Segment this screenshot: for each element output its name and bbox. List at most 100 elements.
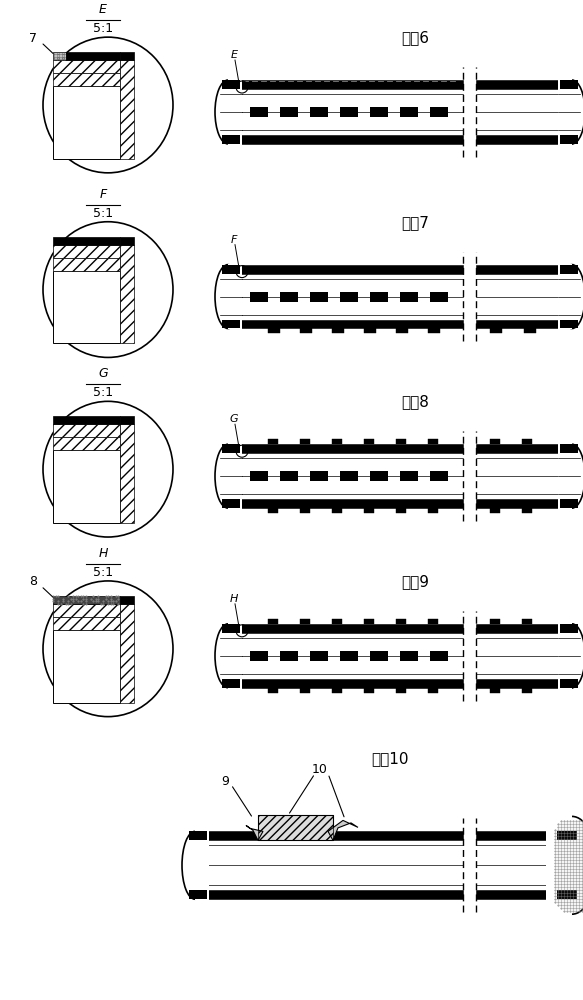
Bar: [430, 651, 448, 661]
Bar: [364, 688, 374, 693]
Bar: [228, 679, 463, 688]
Bar: [222, 679, 240, 688]
Bar: [53, 604, 120, 617]
Bar: [250, 107, 268, 117]
Bar: [476, 80, 572, 144]
Bar: [222, 444, 240, 453]
Ellipse shape: [215, 444, 241, 508]
Bar: [53, 258, 120, 271]
Bar: [53, 52, 66, 60]
Bar: [558, 443, 572, 509]
Bar: [364, 619, 374, 624]
Bar: [396, 508, 406, 513]
Bar: [522, 688, 532, 693]
Bar: [222, 265, 240, 274]
Bar: [557, 831, 577, 840]
Bar: [53, 73, 120, 86]
Bar: [189, 831, 207, 840]
Bar: [53, 86, 120, 159]
Text: 7: 7: [29, 32, 37, 45]
Bar: [490, 688, 500, 693]
Text: 5:1: 5:1: [93, 566, 113, 579]
Bar: [340, 292, 358, 302]
Ellipse shape: [43, 222, 173, 357]
Bar: [522, 439, 532, 444]
Bar: [228, 135, 463, 144]
Polygon shape: [328, 820, 358, 840]
Bar: [428, 439, 438, 444]
Bar: [250, 292, 268, 302]
Bar: [53, 60, 120, 73]
Ellipse shape: [559, 80, 583, 144]
Bar: [490, 328, 502, 333]
Bar: [53, 450, 120, 523]
Bar: [228, 264, 242, 329]
Bar: [396, 439, 406, 444]
Bar: [300, 328, 312, 333]
Bar: [195, 831, 463, 899]
Text: 步骤6: 步骤6: [401, 30, 429, 45]
Bar: [310, 107, 328, 117]
Text: 8: 8: [29, 575, 37, 588]
Bar: [476, 624, 572, 633]
Bar: [310, 651, 328, 661]
Bar: [222, 320, 240, 328]
Bar: [364, 439, 374, 444]
Ellipse shape: [182, 831, 208, 899]
Bar: [430, 107, 448, 117]
Bar: [228, 443, 242, 509]
Bar: [228, 444, 463, 508]
Bar: [332, 688, 342, 693]
Bar: [490, 508, 500, 513]
Bar: [310, 471, 328, 481]
Text: H: H: [230, 594, 238, 604]
Bar: [428, 508, 438, 513]
Bar: [228, 624, 463, 688]
Bar: [428, 619, 438, 624]
Ellipse shape: [215, 624, 241, 688]
Text: 步骤10: 步骤10: [371, 752, 409, 767]
Bar: [476, 265, 572, 274]
Bar: [332, 328, 344, 333]
Ellipse shape: [559, 624, 583, 688]
Bar: [222, 135, 240, 144]
Bar: [370, 471, 388, 481]
Bar: [400, 651, 418, 661]
Bar: [53, 630, 120, 703]
Bar: [560, 499, 578, 508]
Bar: [250, 471, 268, 481]
Text: 步骤9: 步骤9: [401, 574, 429, 589]
Bar: [228, 80, 463, 89]
Bar: [120, 604, 134, 703]
Bar: [268, 439, 278, 444]
Bar: [120, 52, 134, 60]
Bar: [546, 815, 572, 915]
Bar: [53, 424, 120, 437]
Bar: [53, 237, 120, 245]
Bar: [228, 265, 463, 328]
Text: 5:1: 5:1: [93, 22, 113, 35]
Text: G: G: [98, 367, 108, 380]
Bar: [258, 815, 333, 840]
Bar: [189, 890, 207, 899]
Text: F: F: [231, 235, 237, 245]
Text: H: H: [99, 547, 108, 560]
Bar: [280, 107, 298, 117]
Ellipse shape: [215, 80, 241, 144]
Bar: [476, 890, 572, 899]
Bar: [396, 619, 406, 624]
Ellipse shape: [43, 401, 173, 537]
Bar: [560, 624, 578, 633]
Bar: [228, 623, 242, 689]
Bar: [332, 508, 342, 513]
Bar: [332, 439, 342, 444]
Bar: [66, 52, 120, 60]
Bar: [332, 619, 342, 624]
Bar: [280, 651, 298, 661]
Bar: [53, 271, 120, 343]
Bar: [222, 624, 240, 633]
Bar: [340, 651, 358, 661]
Bar: [222, 80, 240, 89]
Bar: [476, 831, 572, 840]
Bar: [400, 292, 418, 302]
